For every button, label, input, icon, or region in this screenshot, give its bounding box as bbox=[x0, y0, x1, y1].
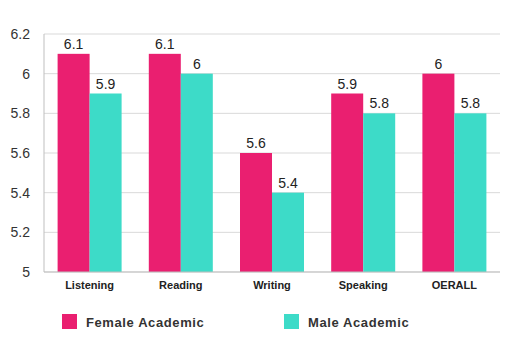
y-axis-line bbox=[44, 34, 45, 272]
data-labels: 6.1 5.9 6.1 6 5.6 5.4 5.9 5.8 6 5.8 bbox=[64, 36, 480, 191]
bar bbox=[422, 74, 454, 272]
y-tick-label: 5.2 bbox=[11, 224, 31, 240]
legend-swatch bbox=[62, 314, 77, 329]
data-label: 5.9 bbox=[96, 76, 116, 92]
bar bbox=[181, 74, 213, 272]
data-label: 6 bbox=[435, 56, 443, 72]
x-tick-label: Listening bbox=[65, 279, 114, 291]
bar bbox=[58, 54, 90, 272]
x-tick-label: Writing bbox=[253, 279, 291, 291]
legend-label: Female Academic bbox=[86, 315, 204, 330]
x-tick-label: Speaking bbox=[339, 279, 388, 291]
y-tick-label: 5.4 bbox=[11, 185, 31, 201]
data-label: 5.4 bbox=[278, 175, 298, 191]
legend-label: Male Academic bbox=[308, 315, 409, 330]
bar bbox=[331, 94, 363, 273]
data-label: 5.8 bbox=[461, 95, 481, 111]
grid-line bbox=[44, 34, 500, 35]
data-label: 5.8 bbox=[369, 95, 389, 111]
chart-svg: 55.25.45.65.866.26.15.96.165.65.45.95.86… bbox=[0, 0, 518, 352]
bar bbox=[272, 193, 304, 272]
bar bbox=[240, 153, 272, 272]
legend-swatch bbox=[284, 314, 299, 329]
grid-line bbox=[44, 272, 500, 273]
x-axis-line bbox=[44, 272, 500, 273]
bar bbox=[90, 94, 122, 273]
x-tick-label: OERALL bbox=[432, 279, 478, 291]
y-tick-label: 5.6 bbox=[11, 145, 31, 161]
bar bbox=[363, 113, 395, 272]
y-tick-label: 6.2 bbox=[11, 26, 31, 42]
chart-container: 55.25.45.65.866.26.15.96.165.65.45.95.86… bbox=[0, 0, 518, 352]
y-tick-label: 6 bbox=[22, 66, 30, 82]
bars bbox=[58, 54, 487, 272]
data-label: 6.1 bbox=[64, 36, 84, 52]
data-label: 5.6 bbox=[246, 135, 266, 151]
legend: Female Academic Male Academic bbox=[62, 314, 409, 330]
bar bbox=[454, 113, 486, 272]
grid bbox=[44, 34, 500, 272]
bar bbox=[149, 54, 181, 272]
data-label: 6 bbox=[193, 56, 201, 72]
y-tick-label: 5 bbox=[22, 264, 30, 280]
x-tick-label: Reading bbox=[159, 279, 202, 291]
data-label: 6.1 bbox=[155, 36, 175, 52]
data-label: 5.9 bbox=[337, 76, 357, 92]
y-tick-label: 5.8 bbox=[11, 105, 31, 121]
